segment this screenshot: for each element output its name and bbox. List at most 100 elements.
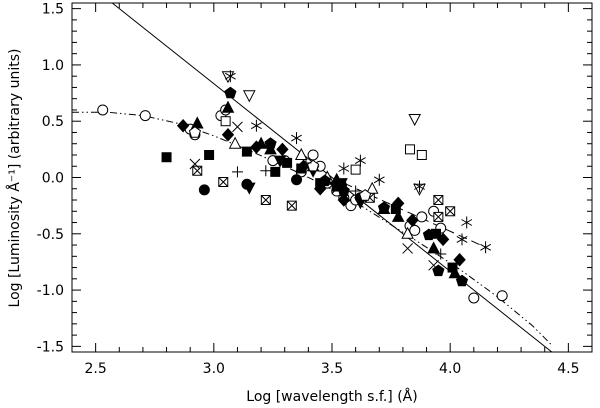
marker-square-x-cross (286, 200, 297, 211)
marker-square-filled (241, 146, 252, 157)
marker-diamond-filled (221, 127, 235, 142)
marker-square-x (260, 195, 271, 206)
marker-circle-open (468, 292, 480, 304)
marker-diamond-filled (337, 193, 350, 207)
marker-asterisk (291, 132, 302, 145)
marker-asterisk (480, 241, 492, 254)
y-tick-label: -0.5 (37, 227, 64, 243)
marker-plus (350, 185, 362, 197)
y-tick-label: 0.5 (42, 114, 64, 130)
marker-square-x (433, 195, 444, 206)
marker-pentagon-filled (377, 201, 391, 214)
marker-triangle-up-open (401, 226, 414, 239)
marker-diamond-filled (176, 118, 190, 133)
marker-triangle-up-open (365, 181, 379, 194)
marker-triangle-down-filled (273, 155, 287, 168)
marker-asterisk (461, 216, 473, 229)
marker-square-x-cross (260, 195, 271, 205)
marker-triangle-down-filled (242, 182, 256, 195)
marker-asterisk (373, 173, 385, 186)
marker-cross-x (189, 158, 201, 170)
marker-plus (260, 165, 272, 177)
marker-circle-open (307, 149, 319, 161)
marker-pentagon-filled (318, 174, 331, 187)
marker-square-x (433, 211, 444, 222)
marker-asterisk (338, 162, 350, 175)
marker-triangle-up-filled (448, 266, 462, 279)
marker-asterisk (224, 70, 236, 83)
marker-triangle-up-filled (190, 116, 204, 129)
x-tick-label: 3.0 (203, 361, 225, 377)
marker-circle-open (139, 110, 151, 122)
marker-circle-open (416, 211, 428, 223)
marker-square-filled (282, 157, 293, 168)
marker-pentagon-open (188, 126, 201, 138)
marker-diamond-filled (250, 140, 263, 154)
marker-cross-x (402, 243, 413, 254)
marker-square-x (286, 200, 297, 211)
marker-plus (435, 248, 447, 260)
y-tick-label: -1.0 (37, 283, 64, 299)
marker-square-x-cross (218, 177, 229, 187)
marker-triangle-up-open (228, 136, 242, 149)
marker-square-x (192, 165, 203, 176)
marker-triangle-up-open (294, 147, 308, 160)
marker-square-x (218, 177, 229, 188)
marker-pentagon-filled (264, 137, 277, 149)
marker-square-x-cross (445, 206, 456, 217)
fit-line-solid (111, 2, 553, 353)
marker-cross-x (232, 121, 243, 133)
marker-square-filled (204, 149, 215, 160)
x-tick-label: 3.5 (321, 361, 343, 377)
x-tick-label: 2.5 (85, 361, 107, 377)
marker-square-open (405, 144, 415, 155)
y-tick-label: 1.5 (42, 2, 64, 18)
marker-asterisk (250, 119, 262, 132)
marker-triangle-down-open (408, 114, 422, 127)
marker-circle-open (97, 104, 109, 116)
fit-line-dash-dot-dot (72, 111, 553, 346)
marker-asterisk (414, 180, 425, 193)
marker-plus (231, 166, 243, 178)
x-tick-label: 4.0 (439, 361, 461, 377)
y-tick-label: 1.0 (42, 58, 64, 74)
x-axis-label: Log [wavelength s.f.] (Å) (246, 388, 417, 405)
axis-ticks: 2.5 3.0 3.5 4.0 4.5 -1.5 -1.0 -0.5 0.0 0.5 1.0 1.5 (37, 2, 593, 377)
marker-asterisk (456, 233, 468, 246)
marker-triangle-up-filled (427, 241, 440, 254)
marker-diamond-filled (406, 213, 419, 228)
marker-square-open (350, 164, 361, 175)
marker-square-filled (161, 152, 172, 163)
marker-square-filled (270, 166, 281, 177)
marker-triangle-up-filled (391, 209, 405, 222)
marker-diamond-filled (392, 196, 405, 211)
marker-diamond-filled (436, 232, 450, 247)
marker-square-open (416, 149, 427, 160)
marker-square-x-cross (192, 165, 203, 176)
marker-circle-open (496, 290, 508, 302)
marker-pentagon-filled (422, 228, 435, 241)
marker-cross-x (428, 259, 439, 271)
marker-triangle-up-filled (221, 100, 235, 113)
marker-circle-open (409, 224, 421, 236)
marker-diamond-filled (453, 252, 466, 267)
marker-circle-filled (291, 174, 303, 186)
y-tick-label: -1.5 (37, 339, 64, 355)
marker-diamond-filled (276, 142, 289, 157)
y-tick-label: 0.0 (42, 171, 64, 187)
marker-pentagon-open (359, 189, 372, 201)
marker-square-x (445, 206, 456, 217)
marker-square-x-cross (433, 195, 444, 205)
x-tick-label: 4.5 (557, 361, 579, 377)
marker-cross-x (331, 183, 343, 195)
marker-square-x-cross (433, 212, 444, 222)
marker-pentagon-filled (455, 274, 469, 287)
marker-triangle-down-open (242, 90, 256, 103)
marker-plus (300, 157, 312, 169)
y-axis-label: Log [Luminosity Å⁻¹] (arbitrary units) (6, 49, 23, 308)
fit-lines (72, 2, 553, 353)
marker-pentagon-filled (224, 86, 237, 99)
data-markers (97, 70, 508, 304)
marker-asterisk (354, 154, 366, 167)
